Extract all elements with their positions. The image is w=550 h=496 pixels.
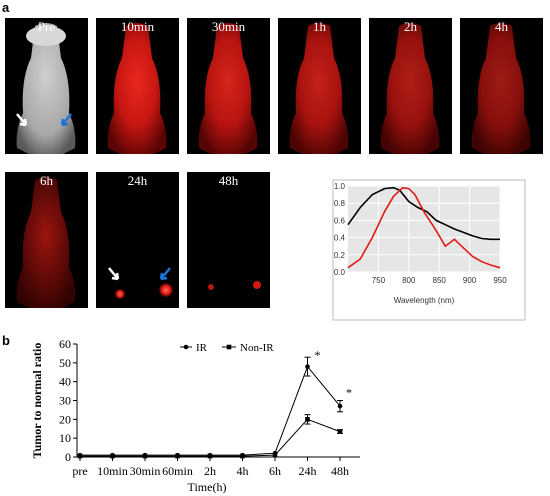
- time-label: 2h: [404, 19, 418, 34]
- tumor-spot-left: [115, 289, 125, 299]
- legend-marker-ir: [183, 344, 189, 350]
- y-tick-label: 0.2: [334, 251, 346, 260]
- tumor-spot-right: [253, 281, 261, 289]
- tile-4: 2h: [369, 18, 452, 154]
- y-tick-label: 0.4: [334, 234, 346, 243]
- spectrum-series-1: [347, 186, 501, 269]
- marker-square: [77, 453, 83, 459]
- tile-2: 30min: [187, 18, 270, 154]
- x-tick-label: pre: [72, 464, 87, 478]
- time-label: 4h: [495, 19, 509, 34]
- x-tick-label: 850: [433, 276, 447, 285]
- legend: IR Non-IR: [180, 342, 274, 354]
- blue-arrow-icon: [159, 267, 171, 281]
- tile-5: 4h: [460, 18, 543, 154]
- x-tick-label: 60min: [162, 464, 193, 478]
- y-axis-title: Tumor to normal ratio: [30, 343, 44, 459]
- marker-circle: [305, 364, 310, 369]
- time-label: 10min: [121, 19, 155, 34]
- tumor-spot-right: [159, 283, 173, 297]
- series-line-IR: [80, 365, 341, 456]
- time-label: 24h: [128, 173, 148, 188]
- y-tick-label: 60: [59, 337, 71, 351]
- tile-3: 1h: [278, 18, 361, 154]
- significance-star: *: [315, 348, 321, 362]
- marker-square: [175, 453, 180, 459]
- x-axis-title: Time(h): [188, 480, 227, 494]
- y-tick-label: 30: [59, 394, 71, 408]
- white-arrow-icon: [16, 113, 28, 127]
- blue-arrow-icon: [60, 113, 72, 127]
- panel-a-label: a: [2, 0, 10, 15]
- x-axis-title: Wavelength (nm): [394, 296, 455, 305]
- time-label: 1h: [313, 19, 327, 34]
- tile-6: 6h: [5, 172, 88, 308]
- mouse-body: [289, 23, 349, 154]
- marker-square: [240, 453, 245, 459]
- significance-star: *: [346, 386, 352, 400]
- tile-7: 24h: [96, 172, 179, 308]
- mouse-body: [107, 23, 167, 154]
- mouse-body: [471, 23, 531, 154]
- y-tick-label: 40: [59, 375, 71, 389]
- marker-square: [142, 453, 148, 459]
- x-tick-label: 950: [493, 276, 507, 285]
- series-line-Non-IR: [80, 418, 341, 457]
- x-tick-label: 900: [463, 276, 477, 285]
- x-tick-label: 48h: [331, 464, 349, 478]
- y-tick-label: 0.6: [334, 216, 346, 225]
- white-arrow-icon: [108, 267, 120, 281]
- legend-label-ir: IR: [196, 342, 208, 354]
- mouse-body: [16, 23, 76, 154]
- legend-label-non-ir: Non-IR: [240, 342, 274, 354]
- marker-square: [207, 453, 213, 459]
- imaging-tiles: Pre 10min 30min 1h 2h 4h 6h 24h 48h: [5, 18, 543, 308]
- y-tick-label: 20: [59, 412, 71, 426]
- spectrum-series-0: [347, 186, 500, 241]
- x-tick-label: 4h: [237, 464, 249, 478]
- spectrum-chart: 0.0 0.2 0.4 0.6 0.8 1.0 750 800 850 900 950 Wavelen…: [332, 179, 526, 321]
- y-tick-label: 0.8: [334, 199, 346, 208]
- tile-1: 10min: [96, 18, 179, 154]
- tile-0: Pre: [5, 18, 88, 154]
- mouse-head: [26, 26, 66, 46]
- time-label: 30min: [212, 19, 246, 34]
- time-label: 6h: [40, 173, 54, 188]
- y-tick-label: 0.0: [334, 268, 346, 277]
- time-label: 48h: [219, 173, 239, 188]
- marker-square: [110, 453, 115, 459]
- mouse-body: [380, 23, 440, 154]
- y-tick-label: 50: [59, 356, 71, 370]
- marker-square: [337, 429, 343, 434]
- x-tick-label: 10min: [97, 464, 128, 478]
- time-label: Pre: [38, 19, 56, 34]
- marker-circle: [337, 403, 343, 409]
- marker-square: [272, 452, 278, 458]
- x-tick-label: 750: [372, 276, 386, 285]
- y-tick-label: 1.0: [334, 182, 346, 191]
- marker-square: [305, 417, 310, 422]
- x-tick-label: 2h: [204, 464, 216, 478]
- x-tick-label: 800: [402, 276, 416, 285]
- legend-marker-non-ir: [226, 344, 232, 350]
- tumor-spot-left: [208, 284, 214, 290]
- ratio-chart: 0 10 20 30 40 50 60 pre 10min 30min 60min 2h 4h 6h 24h…: [30, 337, 360, 494]
- x-tick-label: 24h: [299, 464, 317, 478]
- panel-b-label: b: [2, 333, 10, 348]
- x-tick-label: 30min: [130, 464, 161, 478]
- mouse-body: [16, 177, 76, 308]
- y-tick-label: 10: [59, 431, 71, 445]
- tile-8: 48h: [187, 172, 270, 308]
- y-tick-label: 0: [65, 450, 71, 464]
- x-tick-label: 6h: [269, 464, 281, 478]
- mouse-body: [198, 23, 258, 154]
